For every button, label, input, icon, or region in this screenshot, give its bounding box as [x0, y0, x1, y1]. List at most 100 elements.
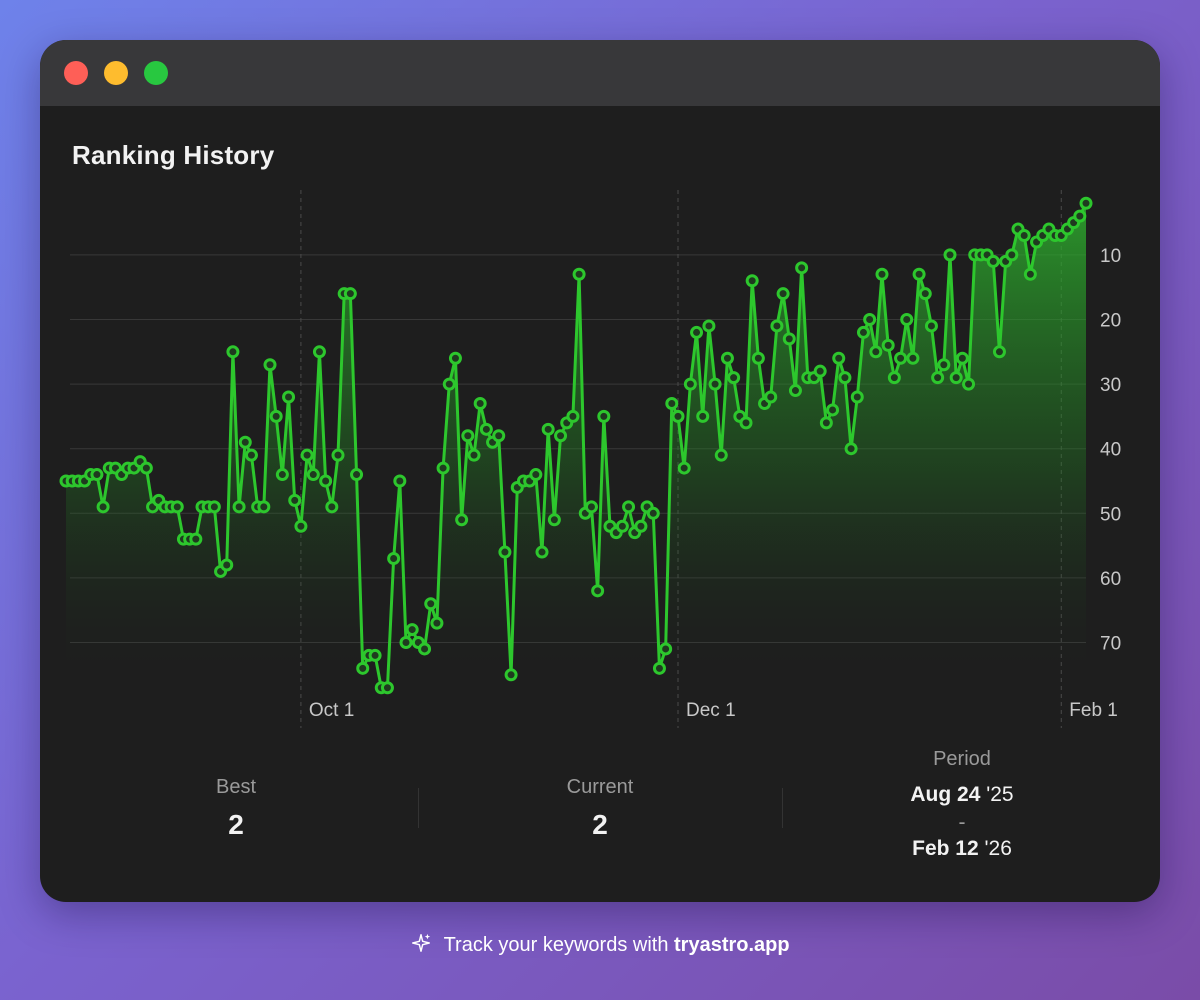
- data-point: [504, 668, 518, 682]
- data-point: [189, 532, 203, 546]
- data-point: [566, 409, 580, 423]
- data-point: [863, 313, 877, 326]
- data-point: [244, 448, 258, 462]
- title-bar: [40, 40, 1160, 106]
- data-point: [356, 661, 370, 675]
- current-label: Current: [566, 776, 634, 798]
- data-point: [739, 416, 753, 430]
- data-point: [418, 642, 432, 656]
- y-tick-label: 70: [1100, 634, 1121, 655]
- ranking-line: [66, 202, 1088, 690]
- data-point: [1023, 267, 1037, 281]
- data-point: [924, 319, 938, 333]
- data-point: [751, 351, 765, 365]
- data-point: [424, 597, 438, 611]
- x-tick-label: Dec 1: [686, 700, 736, 721]
- data-point: [955, 351, 969, 365]
- data-point: [720, 351, 734, 365]
- data-point: [263, 358, 277, 372]
- period-label: Period: [933, 748, 991, 770]
- data-point: [708, 377, 722, 391]
- period-end-date: Feb 12: [912, 837, 979, 860]
- ranking-area-fill: [66, 203, 1086, 688]
- data-point: [622, 500, 636, 514]
- zoom-button[interactable]: [144, 61, 168, 85]
- data-point: [918, 287, 932, 301]
- data-point: [856, 325, 870, 339]
- data-point: [591, 584, 605, 598]
- data-point: [535, 545, 549, 559]
- data-point: [912, 267, 926, 281]
- data-point: [770, 319, 784, 333]
- y-tick-label: 40: [1100, 440, 1121, 461]
- stat-divider: [782, 788, 783, 828]
- data-point: [220, 558, 234, 572]
- data-point: [1017, 229, 1031, 243]
- data-point: [584, 500, 598, 514]
- data-point: [962, 377, 976, 391]
- data-point: [844, 442, 858, 456]
- data-point: [702, 319, 716, 333]
- data-point: [776, 287, 790, 301]
- x-tick-label: Feb 1: [1069, 700, 1118, 721]
- data-point: [207, 500, 221, 514]
- data-point: [652, 661, 666, 675]
- data-point: [343, 287, 357, 301]
- data-point: [312, 345, 326, 359]
- data-point: [288, 493, 302, 507]
- data-point: [906, 351, 920, 365]
- data-point: [368, 648, 382, 662]
- sparkles-icon: [412, 933, 431, 952]
- data-point: [992, 345, 1006, 359]
- data-point: [887, 371, 901, 385]
- data-point: [764, 390, 778, 404]
- data-point: [442, 377, 456, 391]
- data-point: [405, 623, 419, 637]
- data-point: [96, 500, 110, 514]
- x-axis-labels: Oct 1 Dec 1 Feb 1: [309, 700, 1118, 721]
- data-point: [819, 416, 833, 430]
- data-point: [498, 545, 512, 559]
- data-point: [319, 474, 333, 488]
- data-point: [937, 358, 951, 372]
- close-button[interactable]: [64, 61, 88, 85]
- y-axis-labels: 10 20 30 40 50 60 70: [1100, 246, 1121, 655]
- data-point: [714, 448, 728, 462]
- data-point: [745, 274, 759, 288]
- data-point: [399, 636, 413, 649]
- best-label: Best: [215, 776, 257, 798]
- data-point: [900, 313, 914, 326]
- period-stat: Period Aug 24 '25 - Feb 12 '26: [862, 748, 1062, 861]
- best-stat: Best 2: [136, 776, 336, 841]
- x-tick-label: Oct 1: [309, 700, 354, 721]
- data-point: [597, 409, 611, 423]
- period-end-year: '26: [984, 837, 1012, 860]
- period-end: Feb 12 '26: [862, 837, 1062, 861]
- data-point: [257, 500, 271, 514]
- data-point: [949, 371, 963, 385]
- data-point: [671, 409, 685, 423]
- data-point: [875, 267, 889, 281]
- period-separator: -: [958, 811, 966, 834]
- data-point: [547, 513, 561, 527]
- minimize-button[interactable]: [104, 61, 128, 85]
- data-point: [90, 468, 104, 482]
- data-point: [683, 377, 697, 391]
- footer-brand-link[interactable]: tryastro.app: [674, 934, 790, 956]
- data-point: [850, 390, 864, 404]
- data-point: [226, 345, 240, 359]
- period-start-date: Aug 24: [910, 783, 981, 806]
- footer-text: Track your keywords with: [443, 934, 669, 956]
- data-point: [269, 409, 283, 423]
- data-point: [826, 403, 840, 417]
- data-point: [461, 429, 475, 443]
- data-point: [554, 429, 568, 443]
- data-point: [331, 448, 345, 462]
- chart-title: Ranking History: [72, 140, 275, 170]
- data-point: [869, 345, 883, 359]
- data-point: [813, 364, 827, 378]
- data-point: [325, 500, 339, 514]
- data-point: [788, 384, 802, 398]
- data-point: [455, 513, 469, 527]
- data-point: [634, 519, 648, 533]
